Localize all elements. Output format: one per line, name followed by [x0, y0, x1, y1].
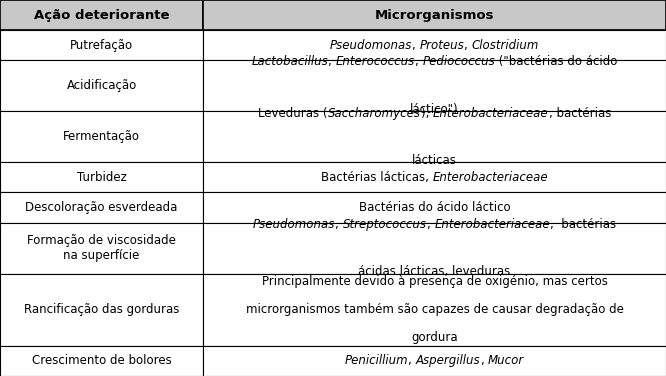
- Text: Aspergillus: Aspergillus: [416, 355, 481, 367]
- Text: Clostridium: Clostridium: [472, 39, 539, 52]
- Text: Formação de viscosidade
na superfície: Formação de viscosidade na superfície: [27, 234, 176, 262]
- Text: Pediococcus: Pediococcus: [422, 55, 496, 68]
- Bar: [0, 30, 203, 60]
- Bar: [0, 274, 203, 346]
- Text: microrganismos também são capazes de causar degradação de: microrganismos também são capazes de cau…: [246, 303, 623, 316]
- Text: ,  bactérias: , bactérias: [550, 218, 616, 231]
- Text: Ação deteriorante: Ação deteriorante: [34, 9, 169, 21]
- Text: Pseudomonas: Pseudomonas: [330, 39, 412, 52]
- Bar: [203, 274, 666, 346]
- Text: Streptococcus: Streptococcus: [343, 218, 427, 231]
- Bar: [203, 30, 666, 60]
- Bar: [203, 0, 666, 30]
- Bar: [0, 162, 203, 193]
- Text: Lactobacillus: Lactobacillus: [252, 55, 328, 68]
- Text: Crescimento de bolores: Crescimento de bolores: [32, 355, 171, 367]
- Text: Enterobacteriaceae: Enterobacteriaceae: [433, 106, 549, 120]
- Text: Descoloração esverdeada: Descoloração esverdeada: [25, 201, 178, 214]
- Text: Saccharomyces: Saccharomyces: [328, 106, 421, 120]
- Text: ,: ,: [464, 39, 472, 52]
- Text: ,: ,: [328, 55, 336, 68]
- Bar: [203, 111, 666, 162]
- Text: Turbidez: Turbidez: [77, 171, 127, 184]
- Text: Leveduras (: Leveduras (: [258, 106, 328, 120]
- Bar: [0, 0, 203, 30]
- Bar: [0, 111, 203, 162]
- Text: Principalmente devido à presença de oxigénio, mas certos: Principalmente devido à presença de oxig…: [262, 275, 607, 288]
- Text: lácticas: lácticas: [412, 154, 457, 167]
- Text: Fermentação: Fermentação: [63, 130, 140, 143]
- Text: ,: ,: [408, 355, 416, 367]
- Text: Microrganismos: Microrganismos: [375, 9, 494, 21]
- Text: Enterococcus: Enterococcus: [336, 55, 415, 68]
- Text: ,: ,: [412, 39, 420, 52]
- Bar: [203, 193, 666, 223]
- Text: ,: ,: [415, 55, 422, 68]
- Text: Proteus: Proteus: [420, 39, 464, 52]
- Text: Pseudomonas: Pseudomonas: [253, 218, 336, 231]
- Text: ("bactérias do ácido: ("bactérias do ácido: [496, 55, 617, 68]
- Bar: [203, 346, 666, 376]
- Bar: [0, 223, 203, 274]
- Bar: [203, 162, 666, 193]
- Text: Rancificação das gorduras: Rancificação das gorduras: [24, 303, 179, 316]
- Bar: [0, 346, 203, 376]
- Text: láctico"): láctico"): [410, 103, 459, 116]
- Text: Acidificação: Acidificação: [67, 79, 137, 92]
- Bar: [203, 223, 666, 274]
- Text: Putrefação: Putrefação: [70, 39, 133, 52]
- Text: ),: ),: [421, 106, 433, 120]
- Text: Enterobacteriaceae: Enterobacteriaceae: [432, 171, 548, 184]
- Text: ,: ,: [427, 218, 434, 231]
- Text: Penicillium: Penicillium: [345, 355, 408, 367]
- Text: Enterobacteriaceae: Enterobacteriaceae: [434, 218, 550, 231]
- Bar: [0, 193, 203, 223]
- Text: ,: ,: [336, 218, 343, 231]
- Text: Bactérias lácticas,: Bactérias lácticas,: [321, 171, 432, 184]
- Text: Mucor: Mucor: [488, 355, 524, 367]
- Bar: [0, 60, 203, 111]
- Text: ,: ,: [481, 355, 488, 367]
- Text: , bactérias: , bactérias: [549, 106, 611, 120]
- Text: Bactérias do ácido láctico: Bactérias do ácido láctico: [359, 201, 510, 214]
- Text: ácidas lácticas, leveduras: ácidas lácticas, leveduras: [358, 265, 511, 278]
- Bar: [203, 60, 666, 111]
- Text: gordura: gordura: [411, 331, 458, 344]
